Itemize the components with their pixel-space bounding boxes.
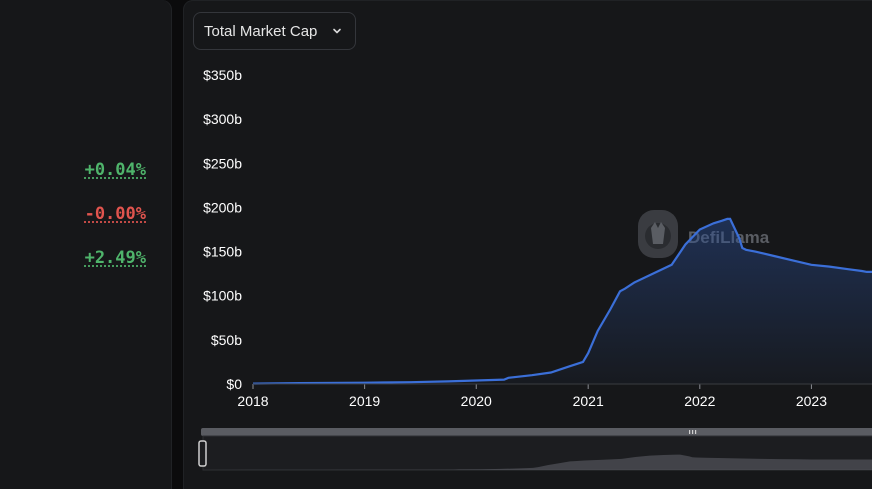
brush-handle-left[interactable] bbox=[198, 440, 207, 467]
change-1d[interactable]: +0.04% bbox=[84, 160, 146, 180]
chart-panel: DefiLlama $0$50b$100b$150b$200b$250b$300… bbox=[183, 0, 872, 489]
brush-grip-icon[interactable] bbox=[689, 430, 697, 434]
x-tick-label: 2020 bbox=[461, 393, 492, 409]
metric-select-label: Total Market Cap bbox=[204, 22, 318, 40]
x-tick-label: 2018 bbox=[237, 393, 268, 409]
x-tick-label: 2021 bbox=[573, 393, 604, 409]
y-tick-label: $0 bbox=[226, 376, 242, 392]
y-tick-label: $150b bbox=[203, 244, 242, 260]
y-tick-label: $50b bbox=[211, 332, 242, 348]
x-tick-label: 2019 bbox=[349, 393, 380, 409]
market-cap-area bbox=[253, 218, 872, 384]
change-list: +0.04% -0.00% +2.49% bbox=[85, 158, 146, 290]
x-tick-label: 2023 bbox=[796, 393, 827, 409]
change-30d[interactable]: +2.49% bbox=[84, 248, 146, 268]
market-cap-line bbox=[252, 217, 872, 385]
llama-logo-icon bbox=[638, 210, 678, 258]
metric-select[interactable]: Total Market Cap bbox=[193, 12, 357, 50]
market-cap-chart: DefiLlama $0$50b$100b$150b$200b$250b$300… bbox=[198, 67, 872, 471]
chevron-down-icon bbox=[333, 28, 342, 34]
y-axis: $0 $50b $100b $150b $200b $250b $300b $350b bbox=[203, 67, 242, 392]
change-7d[interactable]: -0.00% bbox=[84, 204, 146, 224]
stats-panel: +0.04% -0.00% +2.49% bbox=[0, 0, 172, 489]
y-tick-label: $300b bbox=[203, 111, 242, 127]
brush-track[interactable] bbox=[201, 428, 872, 436]
brush-mini-area bbox=[203, 454, 872, 470]
x-axis: 2018 2019 2020 2021 2022 2023 bbox=[237, 384, 827, 409]
y-tick-label: $100b bbox=[203, 288, 242, 304]
y-tick-label: $250b bbox=[203, 155, 242, 171]
y-tick-label: $200b bbox=[203, 199, 242, 215]
range-brush[interactable] bbox=[198, 428, 872, 471]
y-tick-label: $350b bbox=[203, 67, 242, 83]
x-tick-label: 2022 bbox=[684, 393, 715, 409]
